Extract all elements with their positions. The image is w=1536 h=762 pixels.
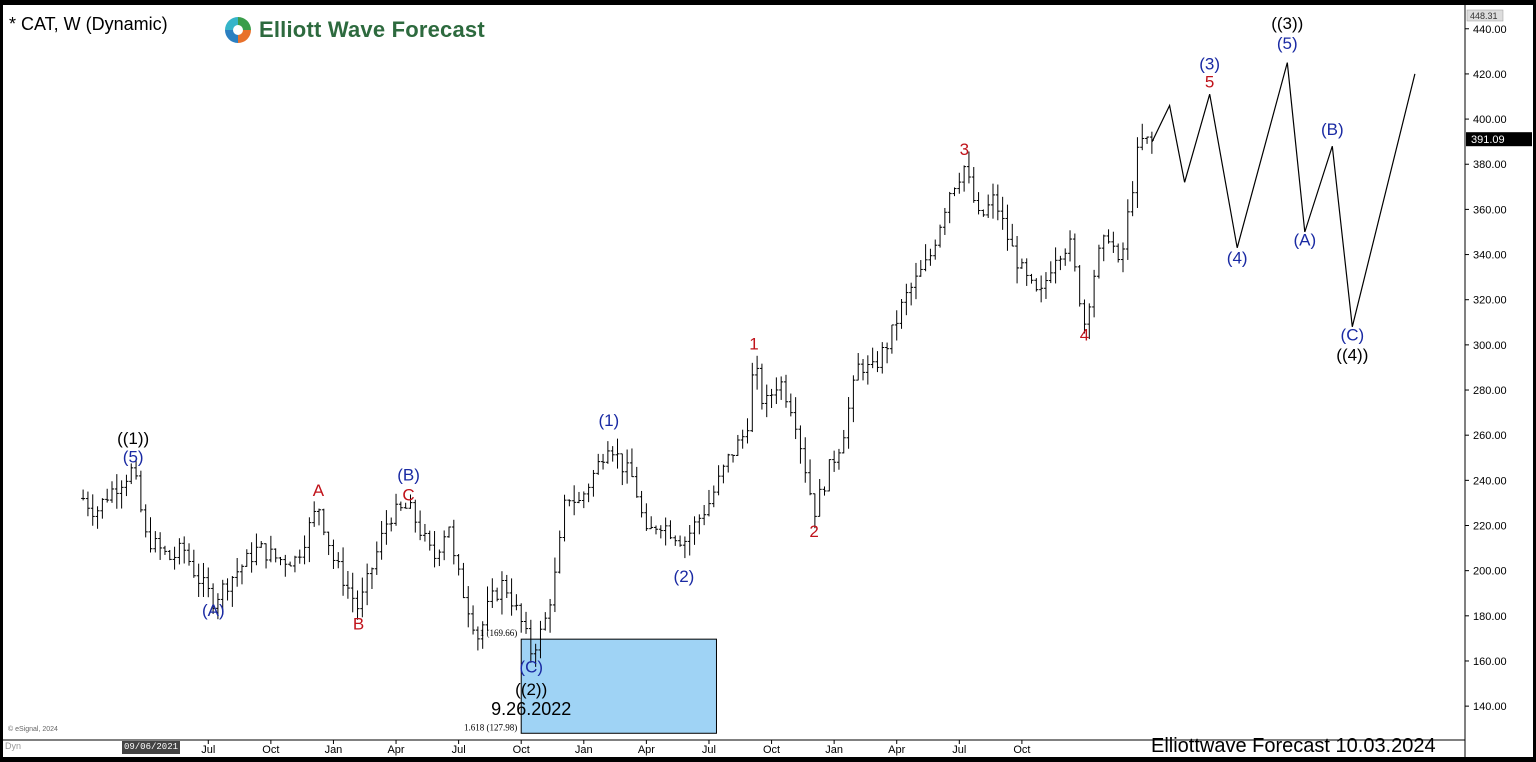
x-tick-label: Oct bbox=[262, 744, 279, 756]
x-tick-label: Jan bbox=[575, 744, 593, 756]
wave-label: (2) bbox=[674, 567, 695, 586]
wave-label: (3) bbox=[1199, 54, 1220, 73]
logo-icon bbox=[225, 17, 251, 43]
x-tick-label: Jul bbox=[201, 744, 215, 756]
logo: Elliott Wave Forecast bbox=[223, 15, 485, 45]
x-tick-label: Jan bbox=[325, 744, 343, 756]
wave-label: A bbox=[313, 481, 325, 500]
price-chart[interactable]: 1 (169.66)1.618 (127.98) ((1))(5)(A)AB(B… bbox=[3, 5, 1533, 757]
last-price-box bbox=[1466, 132, 1532, 147]
y-tick-label: 300.00 bbox=[1473, 340, 1507, 352]
wave-label: (A) bbox=[202, 601, 225, 620]
wave-label: (5) bbox=[123, 447, 144, 466]
cursor-date: 09/06/2021 bbox=[122, 741, 180, 754]
symbol-title: * CAT, W (Dynamic) bbox=[9, 14, 168, 34]
dyn-label: Dyn bbox=[5, 741, 22, 751]
wave-label: ((2)) bbox=[515, 680, 547, 699]
x-tick-label: Jul bbox=[702, 744, 716, 756]
top-price-label: 448.31 bbox=[1470, 11, 1498, 21]
wave-label: B bbox=[353, 614, 364, 633]
y-tick-label: 200.00 bbox=[1473, 566, 1507, 578]
fib-zone-top-label: 1 (169.66) bbox=[480, 628, 518, 638]
wave-label: (A) bbox=[1293, 231, 1316, 250]
x-tick-label: Oct bbox=[513, 744, 530, 756]
wave-label: 1 bbox=[749, 334, 758, 353]
y-tick-label: 140.00 bbox=[1473, 701, 1507, 713]
wave-label: (C) bbox=[519, 657, 543, 676]
wave-label: 3 bbox=[960, 140, 969, 159]
wave-label: C bbox=[402, 486, 414, 505]
wave-label: 4 bbox=[1080, 325, 1089, 344]
x-tick-label: Apr bbox=[638, 744, 655, 756]
x-tick-label: Apr bbox=[387, 744, 404, 756]
price-bars-layer bbox=[81, 123, 1154, 667]
wave-label: (5) bbox=[1277, 34, 1298, 53]
top-price-box bbox=[1466, 9, 1504, 22]
y-tick-label: 160.00 bbox=[1473, 656, 1507, 668]
x-tick-label: Oct bbox=[1013, 744, 1030, 756]
wave-label: (B) bbox=[1321, 120, 1344, 139]
fib-zone-bottom-label: 1.618 (127.98) bbox=[464, 722, 517, 732]
chart-frame: 1 (169.66) 1.618 (127.98) ((1)) (5) (A) A B (B… bbox=[3, 5, 1533, 757]
y-tick-label: 340.00 bbox=[1473, 250, 1507, 262]
wave-label: (B) bbox=[397, 465, 420, 484]
last-price-label: 391.09 bbox=[1471, 134, 1505, 146]
y-tick-label: 240.00 bbox=[1473, 475, 1507, 487]
y-tick-label: 280.00 bbox=[1473, 385, 1507, 397]
y-tick-label: 360.00 bbox=[1473, 204, 1507, 216]
wave-label: (C) bbox=[1341, 325, 1365, 344]
y-tick-label: 400.00 bbox=[1473, 114, 1507, 126]
wave-label: 9.26.2022 bbox=[491, 699, 571, 719]
fib-zone bbox=[520, 638, 717, 734]
projection-path bbox=[1151, 62, 1416, 327]
wave-label: ((1)) bbox=[117, 429, 149, 448]
y-tick-label: 180.00 bbox=[1473, 611, 1507, 623]
y-tick-label: 220.00 bbox=[1473, 521, 1507, 533]
fib-zone-layer: 1 (169.66) 1.618 (127.98) bbox=[464, 628, 717, 734]
x-tick-label: Apr bbox=[888, 744, 905, 756]
y-tick-label: 260.00 bbox=[1473, 430, 1507, 442]
footer-label: Elliottwave Forecast 10.03.2024 bbox=[1151, 735, 1436, 757]
x-tick-label: Oct bbox=[763, 744, 780, 756]
wave-labels-layer: ((1))(5)(A)AB(B)C(C)((2))9.26.2022(1)(2)… bbox=[117, 14, 1368, 719]
wave-label: ((3)) bbox=[1271, 14, 1303, 33]
logo-text: Elliott Wave Forecast bbox=[259, 17, 485, 42]
y-tick-label: 380.00 bbox=[1473, 159, 1507, 171]
x-tick-label: Jan bbox=[825, 744, 843, 756]
wave-label: (1) bbox=[598, 411, 619, 430]
wave-label: ((4)) bbox=[1336, 346, 1368, 365]
projection-layer bbox=[1151, 62, 1416, 327]
wave-label: 5 bbox=[1205, 72, 1214, 91]
y-tick-label: 420.00 bbox=[1473, 69, 1507, 81]
y-tick-label: 440.00 bbox=[1473, 24, 1507, 36]
x-tick-label: Jul bbox=[952, 744, 966, 756]
x-tick-label: Jul bbox=[452, 744, 466, 756]
wave-label: (4) bbox=[1227, 249, 1248, 268]
esignal-credit: © eSignal, 2024 bbox=[8, 726, 58, 733]
y-tick-label: 320.00 bbox=[1473, 295, 1507, 307]
wave-label: 2 bbox=[809, 522, 818, 541]
axis-layer: 140.00 160.00 180.00 200.00 220.00 240.00 260.… bbox=[3, 5, 1532, 757]
